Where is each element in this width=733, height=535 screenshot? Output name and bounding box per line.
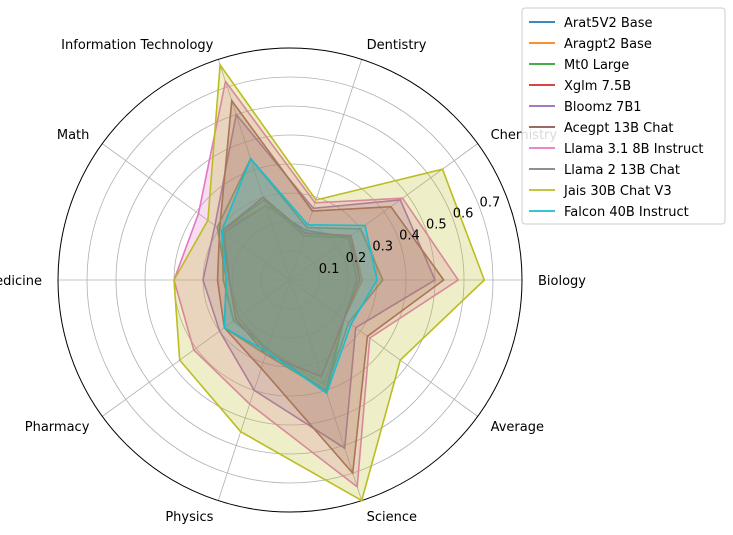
legend-label: Xglm 7.5B (564, 79, 631, 94)
spoke-dentistry (289, 59, 363, 281)
legend-label: Llama 2 13B Chat (564, 163, 680, 178)
r-tick-label: 0.4 (399, 229, 420, 244)
legend-item-xglm-7-5b: Xglm 7.5B (529, 79, 631, 94)
spoke-pharmacy (102, 279, 291, 417)
legend-item-jais-30b-chat-v3: Jais 30B Chat V3 (529, 184, 672, 199)
legend-item-arat5v2-base: Arat5V2 Base (529, 16, 653, 31)
axis-label-biology: Biology (538, 274, 586, 289)
spoke-information-technology (217, 59, 291, 281)
spoke-average (289, 279, 478, 417)
axis-label-dentistry: Dentistry (367, 38, 427, 53)
legend-label: Mt0 Large (564, 58, 629, 73)
axis-label-science: Science (367, 510, 417, 525)
axis-label-pharmacy: Pharmacy (25, 420, 90, 435)
r-tick-label: 0.3 (372, 240, 393, 255)
series-acegpt-13b-chat (216, 98, 445, 476)
legend-item-falcon-40b-instruct: Falcon 40B Instruct (529, 205, 689, 220)
series-falcon-40b-instruct (221, 157, 378, 395)
spoke-chemistry (289, 143, 478, 281)
legend-label: Llama 3.1 8B Instruct (564, 142, 703, 157)
legend-item-llama-2-13b-chat: Llama 2 13B Chat (529, 163, 680, 178)
r-tick-label: 0.2 (346, 251, 367, 266)
series-xglm-7-5b (221, 196, 361, 378)
r-tick-label: 0.7 (480, 195, 501, 210)
legend-item-acegpt-13b-chat: Acegpt 13B Chat (529, 121, 674, 136)
outer-frame (57, 47, 523, 513)
series-bloomz-7b1 (202, 112, 437, 450)
legend-item-llama-3-1-8b-instruct: Llama 3.1 8B Instruct (529, 142, 703, 157)
legend: Arat5V2 Base Aragpt2 Base Mt0 Large Xglm 7.… (521, 7, 726, 225)
legend-item-bloomz-7b1: Bloomz 7B1 (529, 100, 642, 115)
axis-label-math: Math (57, 128, 90, 143)
axis-labels: 0.10.20.30.40.50.60.7BiologyChemistryDen… (0, 38, 586, 525)
series-layer (173, 62, 486, 502)
axis-label-information-technology: Information Technology (61, 38, 214, 53)
legend-label: Aragpt2 Base (564, 37, 652, 52)
axis-label-medicine: Medicine (0, 274, 42, 289)
r-tick-label: 0.1 (319, 262, 340, 277)
legend-item-aragpt2-base: Aragpt2 Base (529, 37, 652, 52)
axis-label-average: Average (491, 420, 544, 435)
legend-box (521, 7, 726, 225)
legend-label: Arat5V2 Base (564, 16, 653, 31)
legend-label: Falcon 40B Instruct (564, 205, 689, 220)
series-jais-30b-chat-v3 (173, 62, 486, 502)
r-tick-label: 0.6 (453, 206, 474, 221)
legend-label: Acegpt 13B Chat (564, 121, 674, 136)
axis-label-physics: Physics (165, 510, 213, 525)
legend-item-mt0-large: Mt0 Large (529, 58, 629, 73)
spoke-math (102, 143, 291, 281)
legend-label: Bloomz 7B1 (564, 100, 642, 115)
r-tick-label: 0.5 (426, 218, 447, 233)
legend-label: Jais 30B Chat V3 (563, 184, 672, 199)
